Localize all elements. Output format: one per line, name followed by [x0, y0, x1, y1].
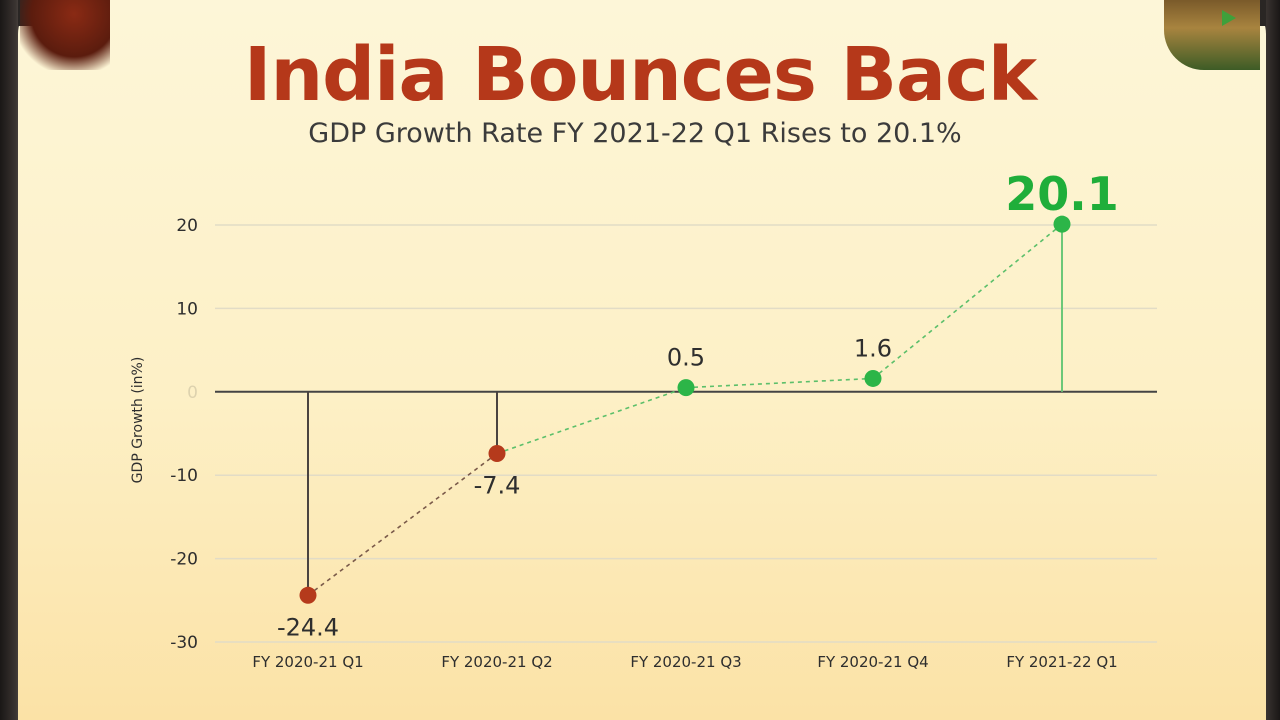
y-axis-label: GDP Growth (in%): [130, 357, 146, 484]
value-label-0: -24.4: [277, 613, 339, 641]
connector-segment-2: [685, 377, 874, 389]
value-label-2: 0.5: [667, 344, 705, 372]
data-point-0: [299, 586, 317, 604]
data-point-4: [1053, 215, 1071, 233]
x-category-label-4: FY 2021-22 Q1: [1006, 653, 1117, 671]
value-labels: -24.4 -7.4 0.5 1.6 20.1: [277, 167, 1119, 641]
chart-subtitle: GDP Growth Rate FY 2021-22 Q1 Rises to 2…: [308, 118, 962, 149]
y-tick-label-0: 20: [176, 216, 198, 236]
y-axis-ticks: 20 10 0 -10 -20 -30: [170, 216, 198, 653]
grid-lines: [215, 224, 1157, 643]
series-connector: [307, 223, 1063, 596]
stem-lines: [307, 224, 1063, 596]
y-tick-label-4: -20: [170, 550, 198, 570]
data-point-1: [488, 445, 506, 463]
data-point-3: [864, 369, 882, 387]
connector-segment-1: [496, 386, 687, 455]
y-tick-label-3: -10: [170, 466, 198, 486]
connector-segment-3: [872, 223, 1063, 380]
x-category-label-1: FY 2020-21 Q2: [441, 653, 552, 671]
data-point-2: [677, 379, 695, 397]
play-icon: [1222, 10, 1236, 26]
y-tick-label-2: 0: [187, 383, 198, 403]
chart-title: India Bounces Back: [243, 32, 1037, 118]
value-label-3: 1.6: [854, 334, 892, 362]
y-tick-label-5: -30: [170, 633, 198, 653]
decorative-corner-left: [20, 0, 110, 70]
x-category-label-3: FY 2020-21 Q4: [817, 653, 928, 671]
y-tick-label-1: 10: [176, 299, 198, 319]
decorative-corner-right: [1164, 0, 1260, 70]
data-points: [299, 215, 1071, 604]
x-category-label-2: FY 2020-21 Q3: [630, 653, 741, 671]
x-axis-categories: FY 2020-21 Q1 FY 2020-21 Q2 FY 2020-21 Q3 F…: [252, 653, 1117, 671]
x-category-label-0: FY 2020-21 Q1: [252, 653, 363, 671]
value-label-1: -7.4: [474, 472, 521, 500]
infographic-card: [18, 0, 1266, 720]
value-label-4: 20.1: [1005, 167, 1119, 221]
